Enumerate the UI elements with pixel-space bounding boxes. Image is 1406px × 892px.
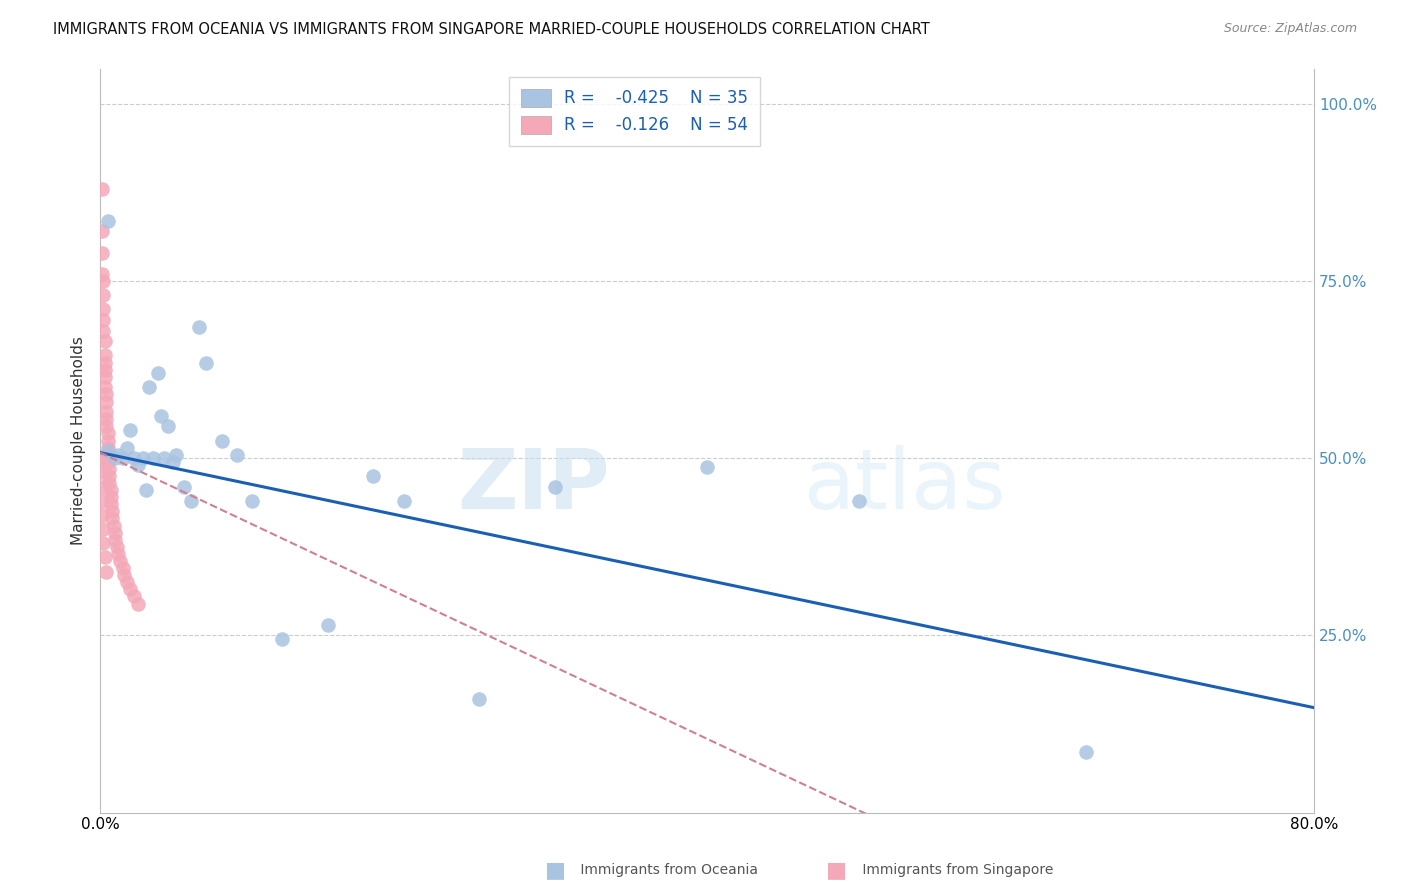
Point [97,448,120,462]
Point [98,462,121,476]
Point [162,455,184,469]
Point [101,511,124,525]
Point [271,632,294,646]
Point [117,441,139,455]
Point [93,550,115,565]
Point [91,324,114,338]
Point [111,451,134,466]
Point [96,387,118,401]
Point [127,458,149,473]
Point [98,476,121,491]
Point [696,459,718,474]
Point [96,405,118,419]
Point [90,480,112,494]
Point [101,504,124,518]
Legend: R =    -0.425    N = 35, R =    -0.126    N = 54: R = -0.425 N = 35, R = -0.126 N = 54 [509,77,759,146]
Point [90,267,112,281]
Point [105,540,128,554]
Point [240,493,263,508]
Point [146,366,169,380]
Point [111,561,134,575]
Point [195,355,218,369]
Point [90,182,112,196]
Point [98,469,121,483]
Point [93,380,115,394]
Point [97,444,120,458]
Point [225,448,247,462]
Point [93,355,115,369]
Point [93,362,115,376]
Point [135,483,157,497]
Point [149,409,172,423]
Point [91,274,114,288]
Point [122,590,145,604]
Text: Immigrants from Singapore: Immigrants from Singapore [858,863,1053,877]
Point [187,320,209,334]
Point [165,448,187,462]
Point [96,412,118,426]
Point [468,692,491,706]
Point [97,441,120,455]
Point [104,525,127,540]
Point [96,394,118,409]
Point [91,288,114,302]
Point [120,582,142,597]
Point [90,451,112,466]
Point [157,419,180,434]
Point [100,483,122,497]
Point [91,313,114,327]
Point [120,423,142,437]
Point [90,225,112,239]
Point [108,554,131,568]
Point [544,480,567,494]
Point [1076,745,1098,759]
Text: IMMIGRANTS FROM OCEANIA VS IMMIGRANTS FROM SINGAPORE MARRIED-COUPLE HOUSEHOLDS C: IMMIGRANTS FROM OCEANIA VS IMMIGRANTS FR… [53,22,931,37]
Point [104,451,127,466]
Y-axis label: Married-couple Households: Married-couple Households [72,336,86,545]
Point [848,493,870,508]
Point [93,349,115,363]
Point [97,434,120,448]
Point [104,533,127,547]
Point [91,302,114,317]
Point [138,380,160,394]
Point [131,451,153,466]
Point [90,508,112,522]
Point [122,451,145,466]
Text: Immigrants from Oceania: Immigrants from Oceania [576,863,758,877]
Point [96,565,118,579]
Point [91,536,114,550]
Point [211,434,233,448]
Text: ZIP: ZIP [457,445,610,525]
Point [107,547,129,561]
Point [93,369,115,384]
Point [153,451,176,466]
Point [112,568,135,582]
Point [97,214,120,228]
Point [361,469,384,483]
Point [103,518,125,533]
Point [100,497,122,511]
Point [392,493,415,508]
Point [96,419,118,434]
Point [90,466,112,480]
Point [316,617,339,632]
Point [142,451,165,466]
Point [127,597,149,611]
Point [97,426,120,441]
Point [100,490,122,504]
Text: Source: ZipAtlas.com: Source: ZipAtlas.com [1223,22,1357,36]
Point [117,575,139,590]
Point [180,493,202,508]
Point [90,493,112,508]
Text: ■: ■ [546,860,565,880]
Point [91,522,114,536]
Text: ■: ■ [827,860,846,880]
Point [93,334,115,349]
Point [90,245,112,260]
Text: atlas: atlas [804,445,1005,525]
Point [173,480,195,494]
Point [107,448,129,462]
Point [97,455,120,469]
